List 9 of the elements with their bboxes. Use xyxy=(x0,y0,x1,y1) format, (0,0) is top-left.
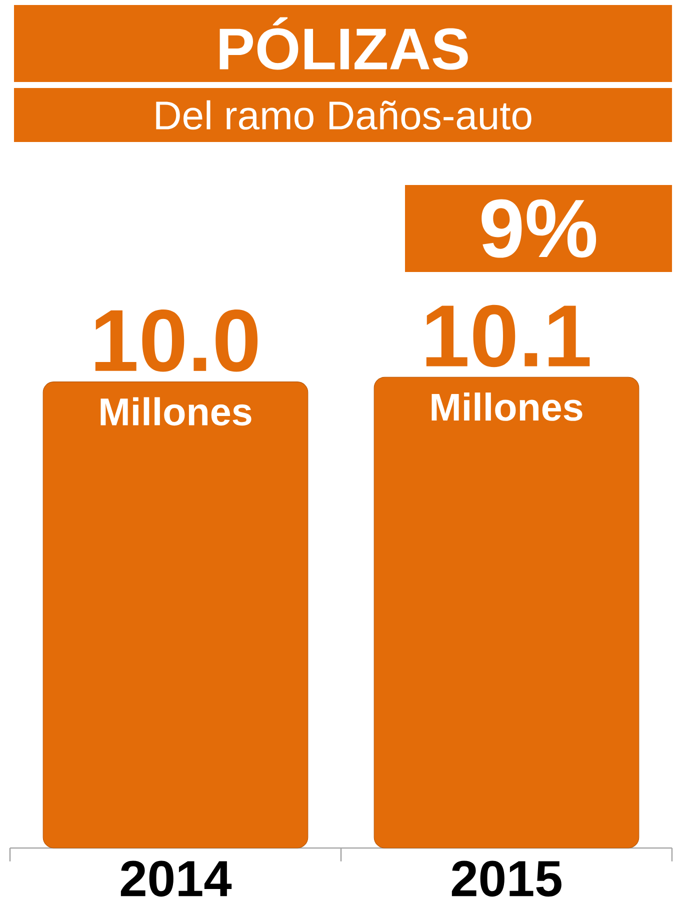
annotation: Millones xyxy=(432,392,582,421)
x-tick-label: 2014 xyxy=(121,860,232,897)
chart-subtitle: Del ramo Daños-auto xyxy=(156,100,532,130)
chart-title: PÓLIZAS xyxy=(220,17,468,70)
annotation: Millones xyxy=(100,397,252,426)
data-label: 10.1 xyxy=(426,304,590,368)
data-label: 10.0 xyxy=(96,309,258,372)
x-tick-label: 2015 xyxy=(452,860,562,897)
text: 9% xyxy=(482,199,596,258)
